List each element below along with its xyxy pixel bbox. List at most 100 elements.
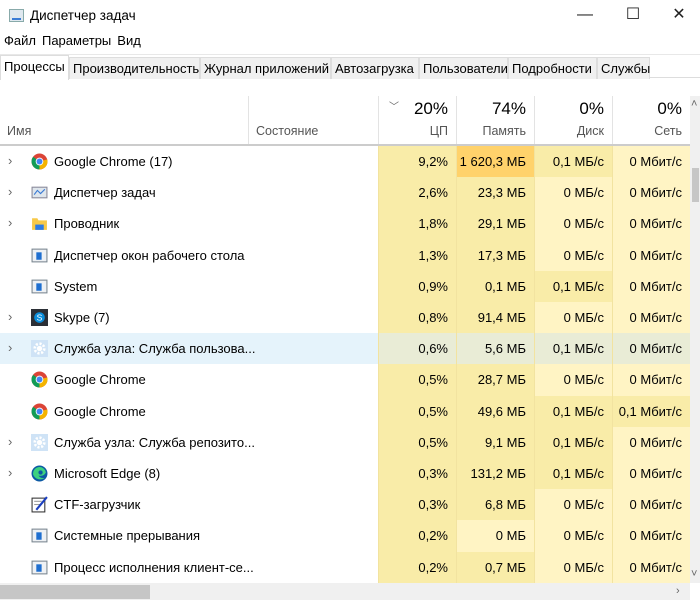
horizontal-scroll-thumb[interactable] xyxy=(0,585,150,599)
network-cell: 0 Мбит/с xyxy=(612,239,690,271)
horizontal-scrollbar[interactable] xyxy=(0,583,690,600)
network-cell: 0,1 Мбит/с xyxy=(612,395,690,427)
close-button[interactable]: ✕ xyxy=(672,6,686,23)
expand-chevron-icon[interactable]: › xyxy=(8,433,13,449)
tab-users[interactable]: Пользователи xyxy=(419,57,508,79)
cpu-cell: 0,3% xyxy=(378,458,456,490)
memory-cell: 1 620,3 МБ xyxy=(456,146,534,178)
tab-details[interactable]: Подробности xyxy=(508,57,597,79)
gear-icon xyxy=(31,340,48,358)
scroll-right-icon[interactable]: › xyxy=(676,585,680,597)
task-manager-icon xyxy=(9,9,24,22)
state-cell xyxy=(248,364,378,395)
process-name: Проводник xyxy=(54,216,120,232)
process-name: System xyxy=(54,278,98,294)
minimize-button[interactable]: — xyxy=(577,6,593,23)
state-cell xyxy=(248,240,378,271)
expand-chevron-icon[interactable]: › xyxy=(8,215,13,231)
tab-processes[interactable]: Процессы xyxy=(0,55,69,80)
process-row[interactable]: System 0,9% 0,1 МБ 0,1 МБ/с 0 Мбит/с xyxy=(0,270,690,302)
disk-cell: 0,1 МБ/с xyxy=(534,395,612,427)
disk-cell: 0 МБ/с xyxy=(534,239,612,271)
memory-cell: 23,3 МБ xyxy=(456,177,534,209)
expand-chevron-icon[interactable]: › xyxy=(8,184,13,200)
maximize-button[interactable]: ☐ xyxy=(625,6,641,23)
network-cell: 0 Мбит/с xyxy=(612,146,690,178)
memory-cell: 29,1 МБ xyxy=(456,208,534,240)
menu-file[interactable]: Файл xyxy=(4,33,36,48)
column-memory[interactable]: 74% Память xyxy=(456,96,534,144)
menu-options[interactable]: Параметры xyxy=(41,33,112,48)
process-name: CTF-загрузчик xyxy=(54,497,141,513)
process-row[interactable]: › Диспетчер задач 2,6% 23,3 МБ 0 МБ/с 0 Мбит/… xyxy=(0,177,690,209)
tab-performance[interactable]: Производительность xyxy=(69,57,200,79)
network-cell: 0 Мбит/с xyxy=(612,208,690,240)
system-window-icon xyxy=(31,527,48,544)
network-label: Сеть xyxy=(654,124,682,138)
sort-descending-icon: ﹀ xyxy=(389,102,399,113)
network-total: 0% xyxy=(657,99,682,118)
gear-icon xyxy=(31,433,48,451)
process-row[interactable]: Процесс исполнения клиент-се... 0,2% 0,7 М… xyxy=(0,551,690,583)
process-row[interactable]: › Google Chrome (17) 9,2% 1 620,3 МБ 0,1 МБ/… xyxy=(0,146,690,178)
process-row[interactable]: › Проводник 1,8% 29,1 МБ 0 МБ/с 0 Мбит/с xyxy=(0,208,690,240)
disk-cell: 0 МБ/с xyxy=(534,302,612,334)
column-disk[interactable]: 0% Диск xyxy=(534,96,612,144)
column-cpu[interactable]: ﹀ 20% ЦП xyxy=(378,96,456,144)
process-name: Microsoft Edge (8) xyxy=(54,466,161,481)
disk-cell: 0,1 МБ/с xyxy=(534,426,612,458)
process-row[interactable]: › Служба узла: Служба репозито... 0,5% 9,1 … xyxy=(0,426,690,458)
process-row[interactable]: CTF-загрузчик 0,3% 6,8 МБ 0 МБ/с 0 Мбит/с xyxy=(0,489,690,521)
process-name: Диспетчер окон рабочего стола xyxy=(54,247,245,263)
process-row[interactable]: › Служба узла: Служба пользова... 0,6% 5,6 … xyxy=(0,333,690,365)
cpu-cell: 0,6% xyxy=(378,333,456,365)
cpu-cell: 9,2% xyxy=(378,146,456,178)
process-row[interactable]: › S Skype (7) 0,8% 91,4 МБ 0 МБ/с 0 Мбит/с xyxy=(0,302,690,334)
memory-cell: 0,1 МБ xyxy=(456,270,534,302)
process-name: Служба узла: Служба пользова... xyxy=(54,341,256,357)
column-name[interactable]: Имя xyxy=(0,96,248,144)
process-name: Служба узла: Служба репозито... xyxy=(54,434,255,450)
process-row[interactable]: › Microsoft Edge (8) 0,3% 131,2 МБ 0,1 МБ/с 0… xyxy=(0,458,690,490)
disk-cell: 0,1 МБ/с xyxy=(534,458,612,490)
tab-app-history[interactable]: Журнал приложений xyxy=(200,57,331,79)
folder-icon xyxy=(31,215,48,232)
process-name: Skype (7) xyxy=(54,310,110,325)
memory-total: 74% xyxy=(491,99,526,118)
memory-cell: 91,4 МБ xyxy=(456,302,534,334)
menu-view[interactable]: Вид xyxy=(117,33,141,48)
scroll-down-icon[interactable]: ˅ xyxy=(691,568,698,580)
disk-cell: 0,1 МБ/с xyxy=(534,146,612,178)
scroll-up-icon[interactable]: ˄ xyxy=(691,98,698,110)
cpu-cell: 0,3% xyxy=(378,489,456,521)
disk-cell: 0 МБ/с xyxy=(534,208,612,240)
expand-chevron-icon[interactable]: › xyxy=(8,309,13,324)
network-cell: 0 Мбит/с xyxy=(612,333,690,365)
state-cell xyxy=(248,427,378,458)
vertical-scroll-thumb[interactable] xyxy=(692,168,699,202)
tab-services[interactable]: Службы xyxy=(597,57,650,79)
expand-chevron-icon[interactable]: › xyxy=(8,340,13,356)
cpu-cell: 0,2% xyxy=(378,520,456,552)
cpu-cell: 0,5% xyxy=(378,364,456,396)
process-row[interactable]: Google Chrome 0,5% 49,6 МБ 0,1 МБ/с 0,1 Мбит… xyxy=(0,395,690,427)
expand-chevron-icon[interactable]: › xyxy=(8,153,13,168)
process-row[interactable]: Диспетчер окон рабочего стола 1,3% 17,3 МБ… xyxy=(0,239,690,271)
network-cell: 0 Мбит/с xyxy=(612,458,690,490)
process-row[interactable]: Google Chrome 0,5% 28,7 МБ 0 МБ/с 0 Мбит/с xyxy=(0,364,690,396)
skype-icon: S xyxy=(31,309,48,326)
column-state[interactable]: Состояние xyxy=(248,96,378,144)
cpu-cell: 0,5% xyxy=(378,395,456,427)
tab-startup[interactable]: Автозагрузка xyxy=(331,57,419,79)
vertical-scrollbar[interactable] xyxy=(690,96,700,583)
cpu-cell: 0,9% xyxy=(378,270,456,302)
column-network[interactable]: 0% Сеть xyxy=(612,96,690,144)
process-row[interactable]: Системные прерывания 0,2% 0 МБ 0 МБ/с 0 Мбит… xyxy=(0,520,690,552)
state-cell xyxy=(248,333,378,365)
state-cell xyxy=(248,552,378,583)
expand-chevron-icon[interactable]: › xyxy=(8,465,13,480)
cpu-cell: 0,2% xyxy=(378,551,456,583)
state-cell xyxy=(248,208,378,239)
task-manager-icon xyxy=(31,184,48,201)
tab-bar: Процессы Производительность Журнал прило… xyxy=(0,54,700,80)
